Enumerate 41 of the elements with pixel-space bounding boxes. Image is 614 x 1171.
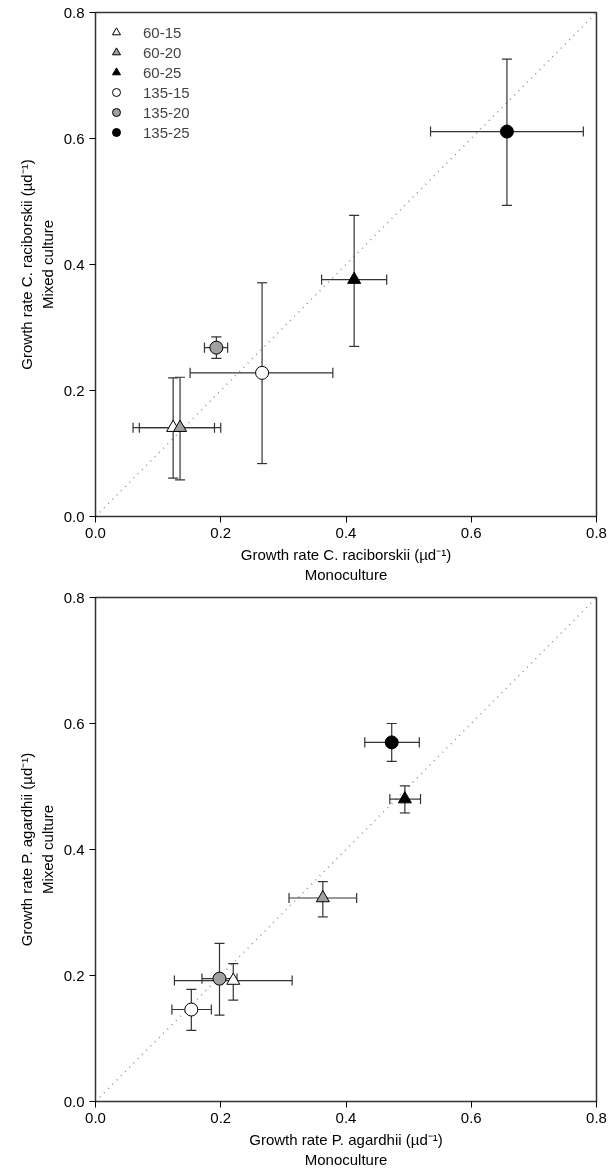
point [209, 340, 224, 355]
point [226, 972, 241, 985]
y-tick-label: 0.4 [63, 840, 85, 858]
y-tick-label: 0.8 [63, 3, 85, 21]
point [212, 971, 227, 986]
point [255, 365, 270, 380]
x-tick-label: 0.0 [85, 523, 106, 541]
point [397, 791, 412, 804]
y-tick-label: 0.0 [63, 507, 85, 525]
point [347, 271, 362, 284]
point [173, 419, 188, 432]
y-tick-label: 0.6 [63, 714, 85, 732]
y-axis-title: Growth rate P. agardhii (µd⁻¹) Mixed culture [18, 752, 56, 947]
legend-label: 135-15 [143, 83, 190, 101]
x-tick-label: 0.8 [586, 523, 607, 541]
legend-label: 60-25 [143, 63, 182, 81]
y-axis-title: Growth rate C. raciborskii (µd⁻¹) Mixed culture [18, 159, 56, 370]
x-tick-label: 0.8 [586, 1108, 607, 1126]
legend-label: 135-20 [143, 103, 190, 121]
x-tick-label: 0.4 [335, 1108, 357, 1126]
x-tick-label: 0.2 [210, 523, 232, 541]
y-tick-label: 0.0 [63, 1092, 85, 1110]
x-axis-title: Growth rate C. raciborskii (µd⁻¹) Monoculture [240, 545, 452, 583]
y-tick-label: 0.2 [63, 966, 85, 984]
legend-label: 60-15 [143, 23, 182, 41]
y-tick-label: 0.2 [63, 381, 85, 399]
point [184, 1002, 199, 1017]
point [384, 735, 399, 750]
legend-label: 60-20 [143, 43, 182, 61]
point [315, 890, 330, 903]
point [499, 124, 514, 139]
x-tick-label: 0.4 [335, 523, 357, 541]
x-tick-label: 0.2 [210, 1108, 232, 1126]
x-tick-label: 0.6 [460, 1108, 482, 1126]
y-tick-label: 0.4 [63, 255, 85, 273]
x-tick-label: 0.6 [460, 523, 482, 541]
legend-label: 135-25 [143, 123, 190, 141]
x-tick-label: 0.0 [85, 1108, 106, 1126]
x-axis-title: Growth rate P. agardhii (µd⁻¹) Monoculture [249, 1130, 443, 1168]
y-tick-label: 0.6 [63, 129, 85, 147]
y-tick-label: 0.8 [63, 588, 85, 606]
